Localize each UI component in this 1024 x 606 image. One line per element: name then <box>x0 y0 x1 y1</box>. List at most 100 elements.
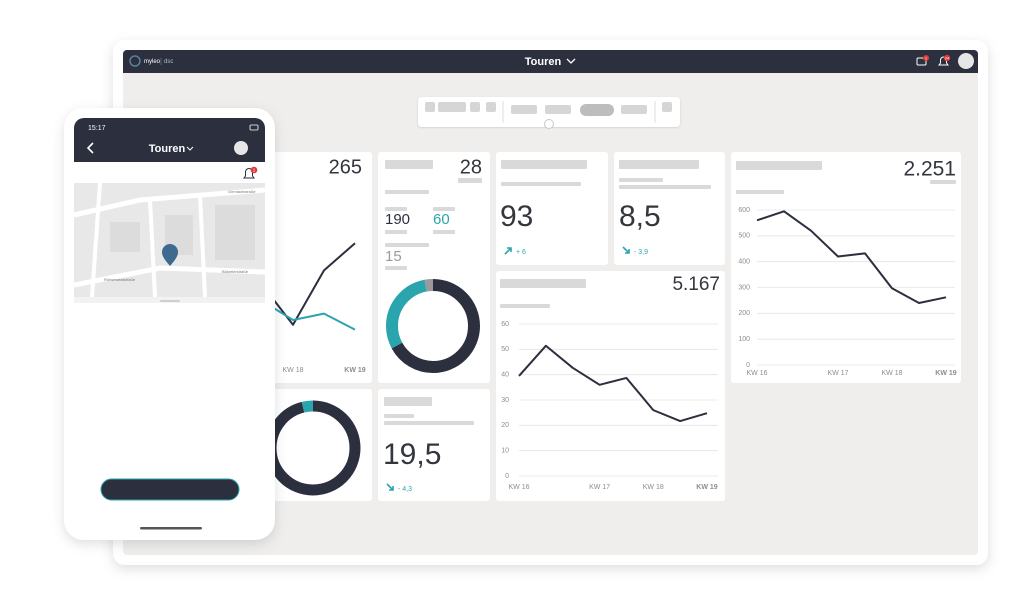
line-series <box>518 344 708 423</box>
kpi-value: 2.251 <box>903 158 956 181</box>
street <box>74 187 265 218</box>
toolbar-button[interactable] <box>486 102 496 112</box>
toolbar-button-active[interactable] <box>580 104 614 116</box>
street-label: Bötzelerstraße <box>222 269 249 274</box>
y-tick-label: 400 <box>738 259 750 266</box>
trend: + 6 <box>516 249 526 256</box>
kpi-value: 93 <box>500 200 533 233</box>
toolbar-button[interactable] <box>438 102 466 112</box>
toolbar-button[interactable] <box>545 105 571 114</box>
placeholder <box>500 279 586 288</box>
y-tick-label: 10 <box>501 448 509 455</box>
trend: - 4,3 <box>398 486 412 493</box>
placeholder <box>619 178 663 182</box>
y-tick-label: 30 <box>501 397 509 404</box>
logo <box>129 55 141 67</box>
line-series <box>261 242 356 326</box>
toolbar-buttons[interactable] <box>425 101 672 123</box>
placeholder <box>384 414 414 418</box>
placeholder <box>385 266 407 270</box>
kpi-value: 5.167 <box>672 274 720 295</box>
donut-segment <box>386 279 480 373</box>
tablet-header <box>123 50 978 73</box>
y-tick-label: 100 <box>738 336 750 343</box>
placeholder <box>619 160 699 169</box>
phone-frame <box>64 108 275 540</box>
placeholder <box>501 182 581 186</box>
toolbar-button[interactable] <box>425 102 435 112</box>
home-indicator <box>140 527 202 530</box>
street <box>198 194 207 297</box>
placeholder <box>385 207 407 211</box>
part-value: 190 <box>385 211 410 228</box>
x-tick-label: KW 19 <box>344 367 366 374</box>
placeholder <box>385 190 429 194</box>
title-chevron[interactable] <box>566 58 576 64</box>
badge-count: 1 <box>253 167 256 172</box>
street <box>148 199 157 297</box>
phone-header <box>74 118 265 162</box>
placeholder <box>500 304 550 308</box>
part-value: 60 <box>433 211 450 228</box>
bell-icon[interactable] <box>243 168 255 179</box>
x-tick-label: KW 18 <box>881 370 902 377</box>
placeholder <box>501 160 587 169</box>
toolbar-button[interactable] <box>511 105 537 114</box>
kpi-value: 28 <box>460 156 482 178</box>
placeholder <box>385 230 407 234</box>
phone: 15:17 Touren 1 Gernlachstraße Bötzelerst… <box>64 108 275 540</box>
y-tick-label: 60 <box>501 321 509 328</box>
message-icon[interactable] <box>916 57 927 66</box>
battery-icon <box>249 124 259 131</box>
title-chevron[interactable] <box>186 146 194 151</box>
street-label: Rohsewealstraße <box>104 277 136 282</box>
placeholder <box>433 230 455 234</box>
y-tick-label: 40 <box>501 372 509 379</box>
map-pin[interactable] <box>162 244 178 266</box>
street-label: Gernlachstraße <box>228 189 256 194</box>
avatar[interactable] <box>958 53 974 69</box>
x-tick-label: KW 18 <box>282 367 303 374</box>
street <box>90 183 102 297</box>
trend-down-icon <box>622 246 630 254</box>
trend: - 3,9 <box>634 249 648 256</box>
y-tick-label: 20 <box>501 422 509 429</box>
x-tick-label: KW 16 <box>746 370 767 377</box>
badge <box>943 54 951 62</box>
toolbar-button[interactable] <box>621 105 647 114</box>
kpi-value: 19,5 <box>383 438 441 471</box>
y-tick-label: 300 <box>738 284 750 291</box>
donut-segment <box>265 400 361 496</box>
sheet-handle[interactable] <box>160 300 180 302</box>
kpi-value: 8,5 <box>619 200 661 233</box>
y-tick-label: 0 <box>505 473 509 480</box>
phone-time: 15:17 <box>88 125 106 132</box>
placeholder <box>384 421 474 425</box>
toolbar-button[interactable] <box>470 102 480 112</box>
donut-segment <box>386 279 480 373</box>
badge-count: 24 <box>945 55 950 60</box>
placeholder <box>385 160 433 169</box>
x-tick-label: KW 16 <box>508 484 529 491</box>
placeholder <box>736 190 784 194</box>
y-tick-label: 200 <box>738 310 750 317</box>
back-button[interactable] <box>86 142 94 154</box>
card-contents: 265 28 190 60 15 93 + 6 8,5 - 3,9 2.251 … <box>261 156 957 496</box>
toolbar-handle[interactable] <box>544 119 554 129</box>
placeholder <box>619 185 711 189</box>
x-tick-label: KW 19 <box>696 484 718 491</box>
toolbar-button[interactable] <box>662 102 672 112</box>
placeholder <box>736 161 822 170</box>
map: Gernlachstraße Bötzelerstraße Rohseweals… <box>74 183 265 297</box>
placeholder <box>433 207 455 211</box>
placeholder <box>930 180 956 184</box>
part-value: 15 <box>385 248 402 265</box>
x-tick-label: KW 18 <box>643 484 664 491</box>
placeholder <box>384 397 432 406</box>
tablet-title: Touren <box>525 56 562 68</box>
badge <box>250 166 258 174</box>
building <box>215 205 255 260</box>
primary-button[interactable] <box>100 478 240 501</box>
avatar[interactable] <box>234 141 248 155</box>
